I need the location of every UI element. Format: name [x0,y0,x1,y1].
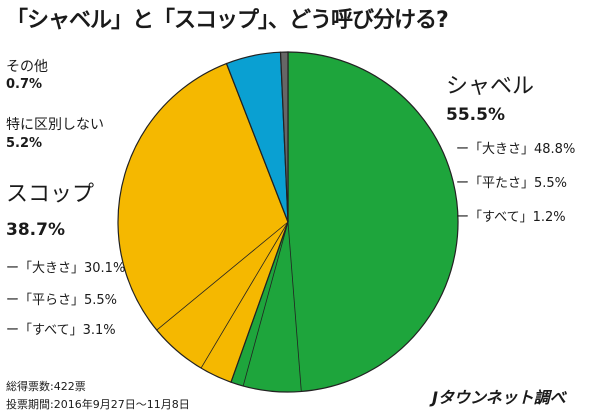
sub-slice-divider [156,221,289,331]
pie-slice-スコップ [117,62,289,383]
sub-slice-divider [242,221,289,387]
scoop-label: スコップ [6,182,95,207]
total-votes-note: 総得票数:422票 [6,380,86,393]
scoop-sub-size: ー「大きさ」30.1% [6,261,126,276]
brand-credit: Jタウンネット調べ [432,388,566,407]
scoop-sub-all: ー「すべて」3.1% [6,323,116,338]
shovel-sub-size: ー「大きさ」48.8% [456,142,576,157]
shovel-sub-flatness: ー「平たさ」5.5% [456,176,568,191]
shovel-sub-all: ー「すべて」1.2% [456,210,566,225]
scoop-sub-flatness: ー「平らさ」5.5% [6,293,118,308]
no-distinction-label: 特に区別しない [6,117,104,133]
shovel-percent: 55.5% [446,105,505,125]
sub-slice-divider [287,221,302,392]
voting-period-note: 投票期間:2016年9月27日〜11月8日 [6,398,190,411]
other-label: その他 [6,59,48,75]
other-percent: 0.7% [6,77,43,92]
shovel-label: シャベル [446,74,535,99]
pie-slice-シャベル [230,51,459,393]
pie-slice-その他 [279,51,289,223]
chart-title: 「シャベル」と「スコップ」、どう呼び分ける? [6,8,449,33]
sub-slice-divider [226,63,289,223]
no-distinction-percent: 5.2% [6,136,43,151]
sub-slice-divider [230,221,289,383]
scoop-percent: 38.7% [6,220,65,240]
sub-slice-divider [200,221,289,369]
